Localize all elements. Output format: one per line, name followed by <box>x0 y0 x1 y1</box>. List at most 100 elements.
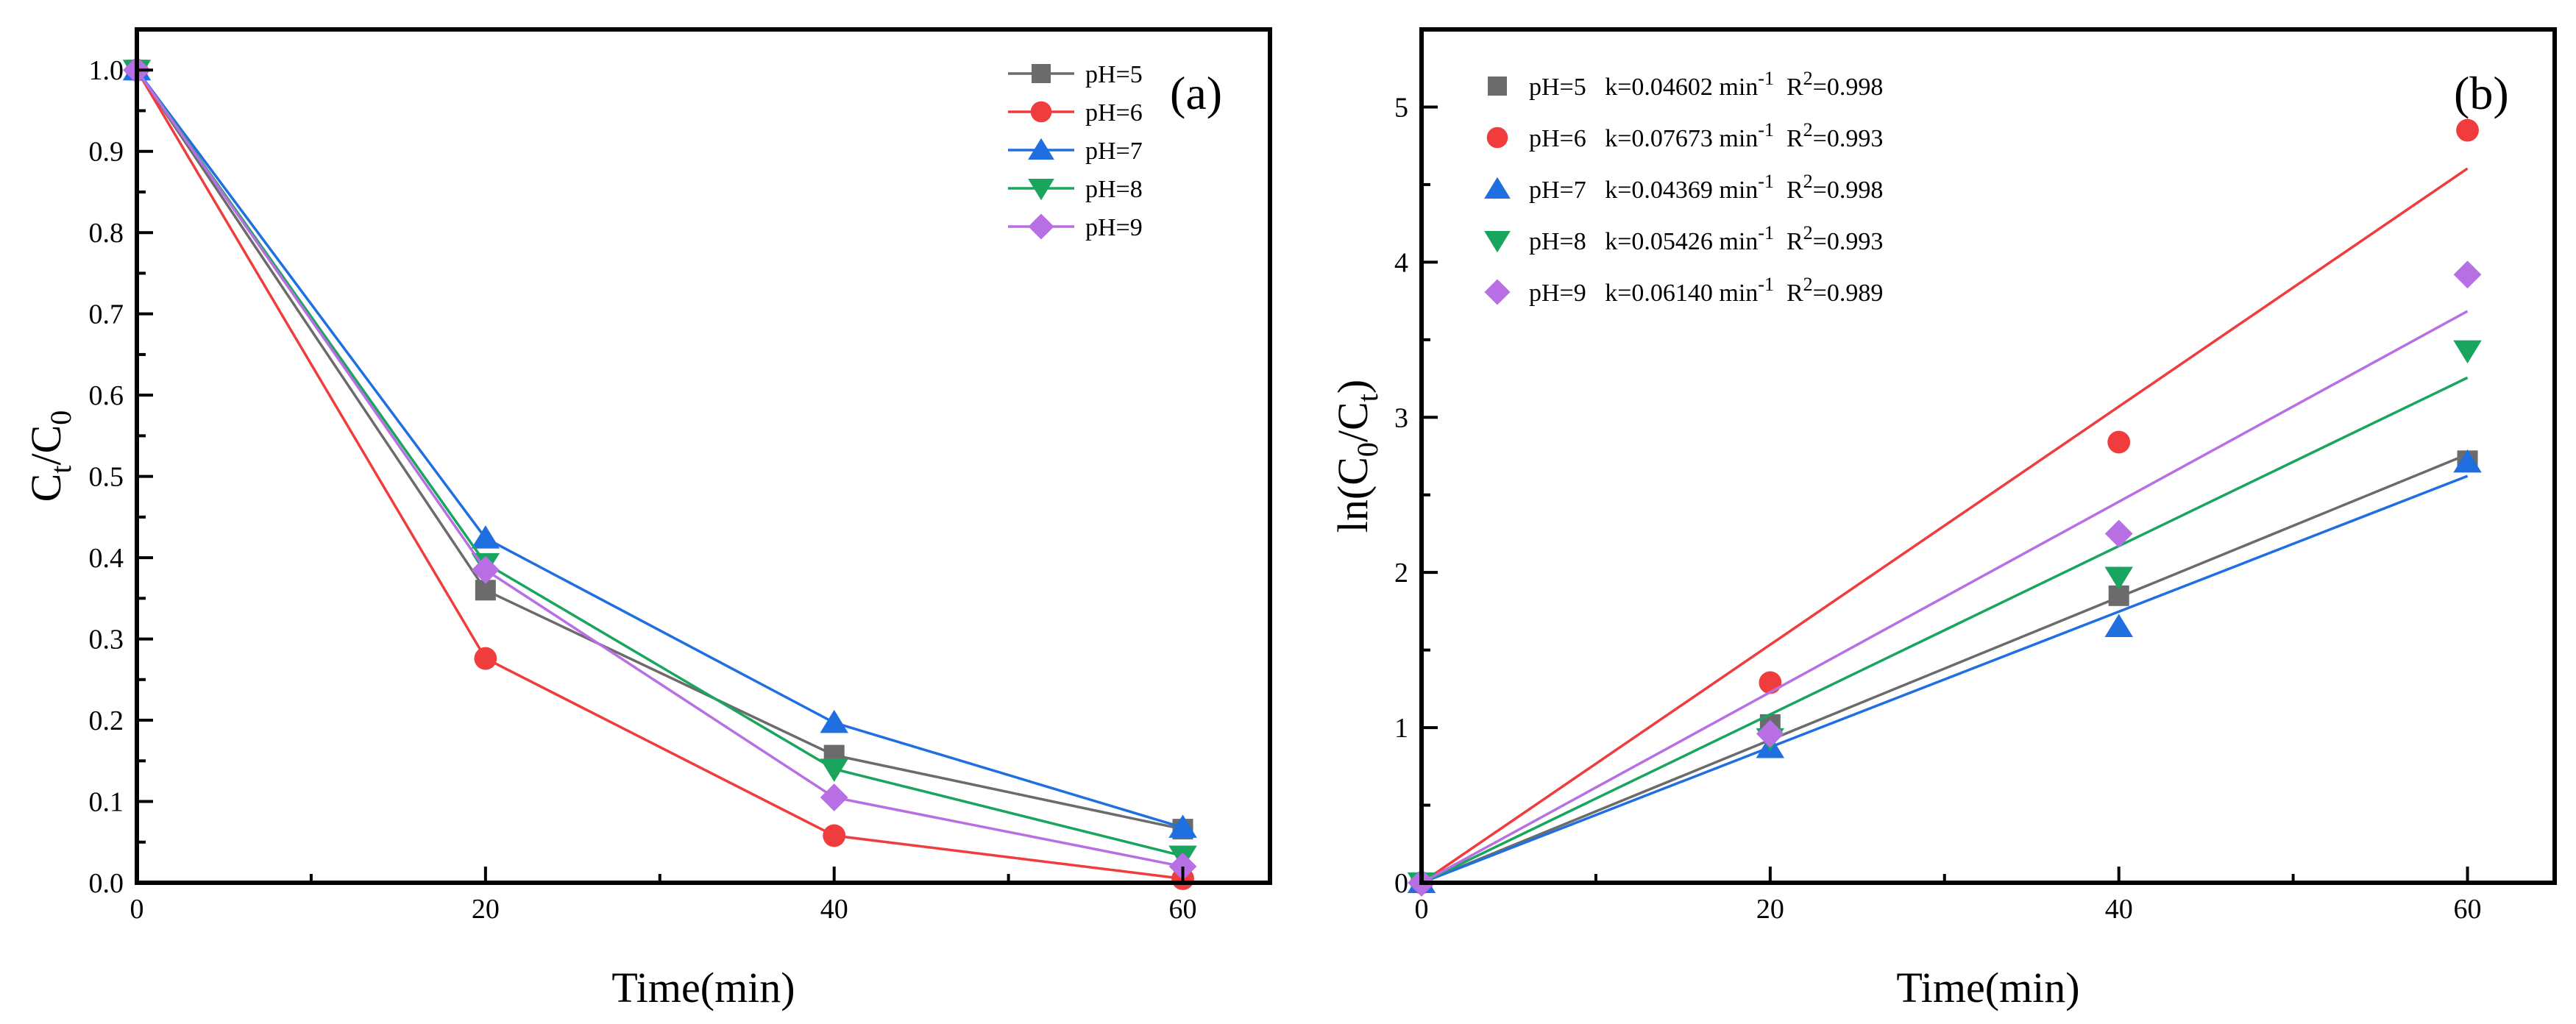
chart-a-y-axis-title: Ct/C0 <box>22 410 77 502</box>
chart-b-y-tick-label: 4 <box>1394 247 1408 278</box>
chart-b-legend-label-ph8: pH=8 k=0.05426 min-1 R2=0.993 <box>1529 222 1883 255</box>
chart-a-y-tick-label: 0.5 <box>89 462 124 493</box>
chart-b-fit-line-ph8 <box>1421 376 2469 884</box>
chart-a-y-axis-title-main: C <box>22 474 70 502</box>
chart-b-point-ph9 <box>1756 719 1784 748</box>
chart-b-point-ph6 <box>2107 430 2131 454</box>
chart-b-frame <box>1419 27 2557 885</box>
chart-a-x-tick-label: 20 <box>472 894 500 925</box>
chart-a-legend-label-ph5: pH=5 <box>1085 61 1143 88</box>
chart-b-y-axis-title: ln(C0/Ct) <box>1329 380 1384 533</box>
chart-b-y-tick-label: 5 <box>1394 92 1408 123</box>
chart-a-point-ph7 <box>471 525 500 549</box>
chart-a-point-ph6 <box>474 647 497 670</box>
chart-b-point-ph8 <box>2453 340 2482 364</box>
chart-b-y-axis-title-sep: /C <box>1329 402 1377 442</box>
chart-a-y-tick-label: 0.1 <box>89 787 124 818</box>
chart-a-series-line-ph9 <box>135 69 1183 868</box>
chart-a-y-tick-label: 0.6 <box>89 380 124 411</box>
chart-b-panel-label: (b) <box>2454 67 2509 119</box>
chart-b-x-tick-label: 20 <box>1756 894 1784 925</box>
chart-a-legend-marker-ph9 <box>1028 213 1054 240</box>
chart-a-legend-marker-ph5 <box>1032 64 1051 83</box>
chart-b-legend-label-ph5: pH=5 k=0.04602 min-1 R2=0.998 <box>1529 68 1883 101</box>
chart-a-y-tick-label: 0.8 <box>89 218 124 249</box>
chart-b-point-ph6 <box>2456 118 2479 142</box>
chart-a-y-axis-title-sub1: t <box>44 466 77 474</box>
chart-b-y-axis-title-sub1: 0 <box>1351 442 1384 457</box>
chart-a-point-ph7 <box>820 709 848 733</box>
chart-b-point-ph8 <box>2104 566 2133 591</box>
chart-b-x-axis-title: Time(min) <box>1896 964 2079 1011</box>
chart-b-legend-marker-ph9 <box>1484 279 1511 305</box>
chart-b-legend: pH=5 k=0.04602 min-1 R2=0.998 pH=6 k=0.07… <box>1484 68 1883 307</box>
chart-a-series-line-ph7 <box>135 69 1184 829</box>
chart-b-y-tick-label: 2 <box>1394 558 1408 589</box>
chart-a-y-tick-label: 1.0 <box>89 55 124 86</box>
chart-b-y-tick-label: 0 <box>1394 868 1408 899</box>
chart-a-x-tick-label: 40 <box>820 894 848 925</box>
chart-b-legend-marker-ph6 <box>1486 127 1508 149</box>
chart-a-point-ph7 <box>1168 814 1197 838</box>
chart-b-point-ph9 <box>2104 519 2133 548</box>
chart-a-x-axis-title: Time(min) <box>611 964 795 1011</box>
chart-a-frame <box>135 27 1272 885</box>
chart-b-fit-line-ph7 <box>1421 474 2469 884</box>
chart-b-x-tick-label: 60 <box>2454 894 2482 925</box>
chart-b-x-tick-label: 40 <box>2105 894 2133 925</box>
chart-a-ticks: 0 20 40 60 0.0 0.1 0.2 0.3 0.4 0.5 0.6 0.7 0.8 0.9 1.0 <box>89 28 1197 925</box>
chart-a-legend-label-ph6: pH=6 <box>1085 99 1143 127</box>
chart-a-legend-marker-ph7 <box>1028 138 1054 160</box>
chart-b-point-ph6 <box>1759 671 1782 694</box>
chart-a-y-tick-label: 0.3 <box>89 625 124 655</box>
chart-a-y-tick-label: 0.0 <box>89 868 124 899</box>
chart-a-y-tick-label: 0.4 <box>89 543 124 574</box>
chart-a-legend-label-ph7: pH=7 <box>1085 138 1143 165</box>
chart-a-panel-label: (a) <box>1170 67 1222 119</box>
chart-a-series-line-ph6 <box>135 69 1183 881</box>
chart-b-marks <box>1407 118 2482 897</box>
chart-a-point-ph9 <box>820 783 848 811</box>
chart-a-y-tick-label: 0.2 <box>89 705 124 736</box>
chart-b-fit-line-ph9 <box>1421 310 2469 884</box>
chart-a-series-line-ph8 <box>135 69 1183 858</box>
chart-a-point-ph9 <box>471 555 500 584</box>
chart-b-y-axis-title-post: ) <box>1329 380 1377 394</box>
chart-b-x-tick-label: 0 <box>1415 894 1429 925</box>
chart-a-point-ph8 <box>820 758 848 782</box>
chart-a: 0 20 40 60 0.0 0.1 0.2 0.3 0.4 0.5 0.6 0.7 0.8 0.9 1.0… <box>22 27 1272 1011</box>
chart-b-ticks: 0 20 40 60 0 1 2 3 4 5 <box>1394 28 2482 925</box>
chart-a-legend-label-ph8: pH=8 <box>1085 176 1143 203</box>
chart-b-fit-line-ph5 <box>1421 453 2469 884</box>
chart-a-y-tick-label: 0.9 <box>89 137 124 168</box>
chart-a-x-tick-label: 60 <box>1169 894 1197 925</box>
chart-a-y-tick-label: 0.7 <box>89 299 124 330</box>
chart-b-y-tick-label: 1 <box>1394 713 1408 744</box>
chart-a-y-axis-title-sub2: 0 <box>44 410 77 425</box>
chart-b-legend-label-ph9: pH=9 k=0.06140 min-1 R2=0.989 <box>1529 274 1883 307</box>
chart-a-legend: pH=5 pH=6 pH=7 pH=8 pH=9 <box>1008 61 1143 241</box>
chart-a-legend-label-ph9: pH=9 <box>1085 214 1143 241</box>
chart-a-y-axis-title-sep: /C <box>22 425 70 466</box>
chart-b-point-ph7 <box>2453 449 2482 473</box>
chart-b-point-ph9 <box>2453 260 2482 289</box>
chart-b-y-axis-title-pre: ln(C <box>1329 457 1377 533</box>
chart-b-y-tick-label: 3 <box>1394 402 1408 433</box>
chart-a-legend-marker-ph8 <box>1028 179 1054 201</box>
chart-b-y-axis-title-sub2: t <box>1351 394 1384 402</box>
chart-b-legend-label-ph6: pH=6 k=0.07673 min-1 R2=0.993 <box>1529 119 1883 152</box>
chart-b-legend-marker-ph8 <box>1484 231 1511 253</box>
chart-a-x-tick-label: 0 <box>130 894 144 925</box>
chart-b-point-ph7 <box>2104 614 2133 637</box>
chart-b-legend-marker-ph5 <box>1488 77 1507 96</box>
chart-a-point-ph6 <box>823 824 846 847</box>
chart-a-legend-marker-ph6 <box>1030 101 1052 123</box>
chart-b-legend-label-ph7: pH=7 k=0.04369 min-1 R2=0.998 <box>1529 171 1883 204</box>
chart-a-marks <box>122 56 1197 890</box>
chart-b-fit-line-ph6 <box>1421 167 2469 884</box>
chart-a-series-line-ph5 <box>135 69 1183 831</box>
chart-a-point-ph9 <box>1168 853 1197 881</box>
chart-b-legend-marker-ph7 <box>1484 177 1511 199</box>
